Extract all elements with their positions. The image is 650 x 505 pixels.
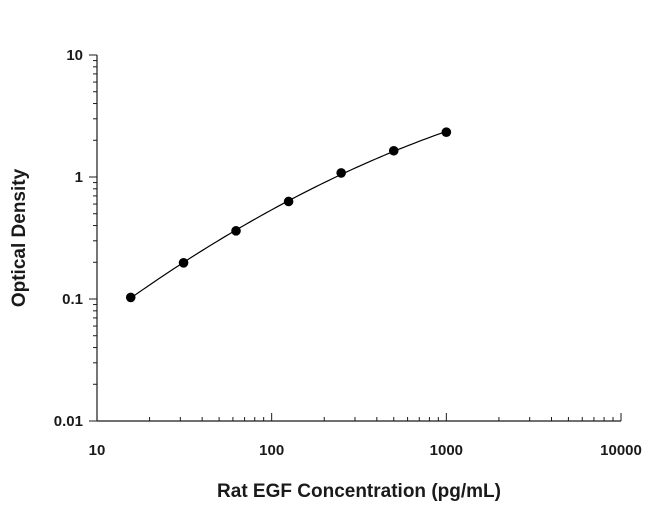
data-point — [231, 226, 241, 236]
fit-curve-layer — [130, 130, 447, 299]
data-point — [336, 168, 346, 178]
y-tick-label: 1 — [75, 169, 83, 186]
y-axis-title: Optical Density — [9, 168, 30, 307]
axes — [89, 54, 622, 422]
x-tick-label: 100 — [259, 442, 284, 459]
x-axis-title: Rat EGF Concentration (pg/mL) — [217, 481, 501, 502]
y-tick-label: 0.01 — [54, 413, 83, 430]
tick-labels: 0.01 0.1 1 10 10 100 1000 10000 — [54, 47, 642, 459]
y-tick-label: 10 — [66, 47, 83, 64]
y-tick-label: 0.1 — [62, 291, 83, 308]
data-point — [178, 258, 189, 268]
x-tick-label: 1000 — [430, 442, 463, 459]
data-point — [388, 145, 399, 156]
fit-curve — [130, 130, 447, 299]
data-points — [125, 127, 452, 303]
data-point — [283, 196, 294, 207]
data-point — [125, 292, 136, 303]
x-tick-label: 10 — [89, 442, 106, 459]
x-tick-label: 10000 — [600, 442, 642, 459]
data-point — [441, 127, 452, 137]
